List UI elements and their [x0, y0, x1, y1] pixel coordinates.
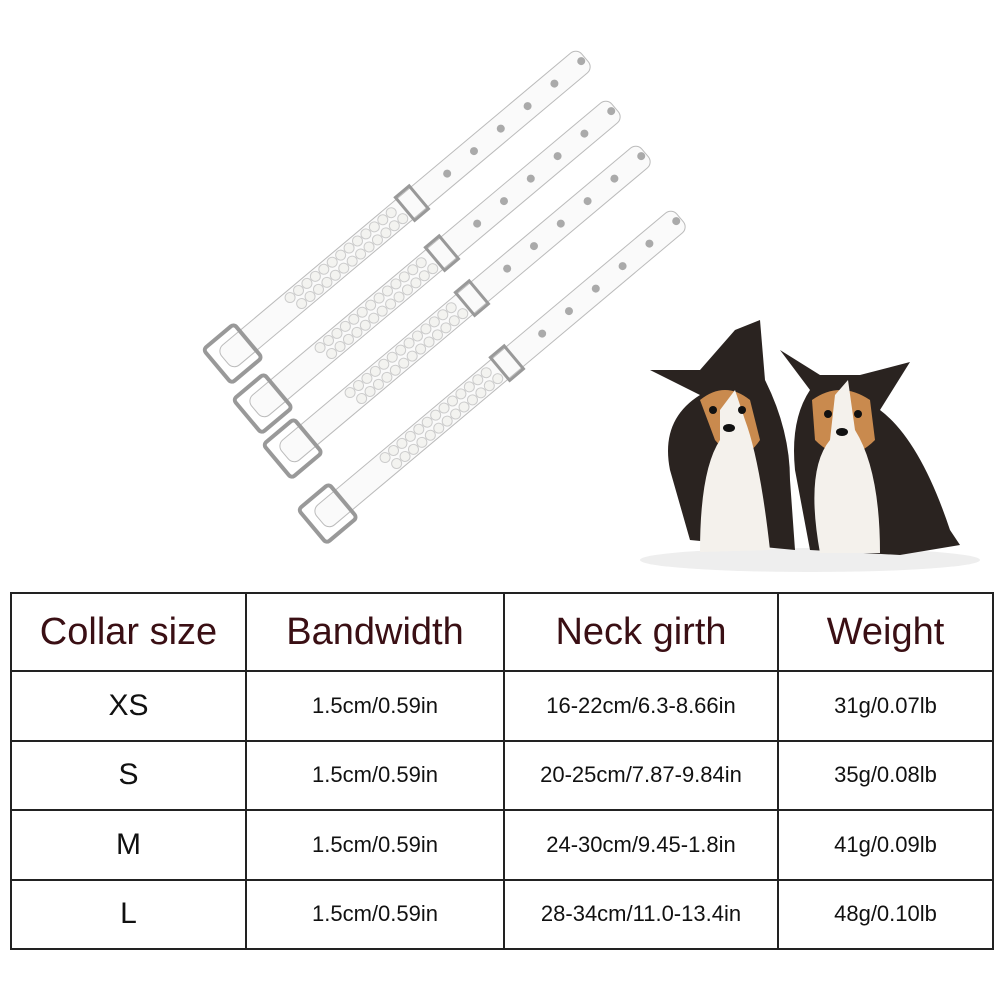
cell-bandwidth: 1.5cm/0.59in [245, 670, 505, 742]
table-row: S 1.5cm/0.59in 20-25cm/7.87-9.84in 35g/0… [10, 739, 994, 811]
collar [232, 100, 621, 434]
table-row: M 1.5cm/0.59in 24-30cm/9.45-1.8in 41g/0.… [10, 809, 994, 881]
cell-size: S [10, 739, 247, 811]
cell-size: XS [10, 670, 247, 742]
cell-weight: 48g/0.10lb [777, 878, 994, 950]
table-row: L 1.5cm/0.59in 28-34cm/11.0-13.4in 48g/0… [10, 878, 994, 950]
cell-neck-girth: 20-25cm/7.87-9.84in [503, 739, 779, 811]
cell-neck-girth: 24-30cm/9.45-1.8in [503, 809, 779, 881]
cell-bandwidth: 1.5cm/0.59in [245, 809, 505, 881]
cell-neck-girth: 28-34cm/11.0-13.4in [503, 878, 779, 950]
product-photo [202, 50, 980, 572]
collar [297, 210, 686, 544]
cell-bandwidth: 1.5cm/0.59in [245, 739, 505, 811]
header-weight: Weight [777, 592, 994, 672]
header-neck-girth: Neck girth [503, 592, 779, 672]
header-collar-size: Collar size [10, 592, 247, 672]
cell-weight: 31g/0.07lb [777, 670, 994, 742]
header-bandwidth: Bandwidth [245, 592, 505, 672]
cell-neck-girth: 16-22cm/6.3-8.66in [503, 670, 779, 742]
cell-bandwidth: 1.5cm/0.59in [245, 878, 505, 950]
collar [202, 50, 591, 384]
size-chart-table: Collar size Bandwidth Neck girth Weight … [10, 592, 994, 950]
table-header-row: Collar size Bandwidth Neck girth Weight [10, 592, 994, 672]
corgi-puppies-image [640, 320, 980, 572]
table-row: XS 1.5cm/0.59in 16-22cm/6.3-8.66in 31g/0… [10, 670, 994, 742]
collars-image [202, 50, 686, 544]
cell-size: L [10, 878, 247, 950]
collar [262, 145, 651, 479]
cell-weight: 35g/0.08lb [777, 739, 994, 811]
cell-size: M [10, 809, 247, 881]
cell-weight: 41g/0.09lb [777, 809, 994, 881]
